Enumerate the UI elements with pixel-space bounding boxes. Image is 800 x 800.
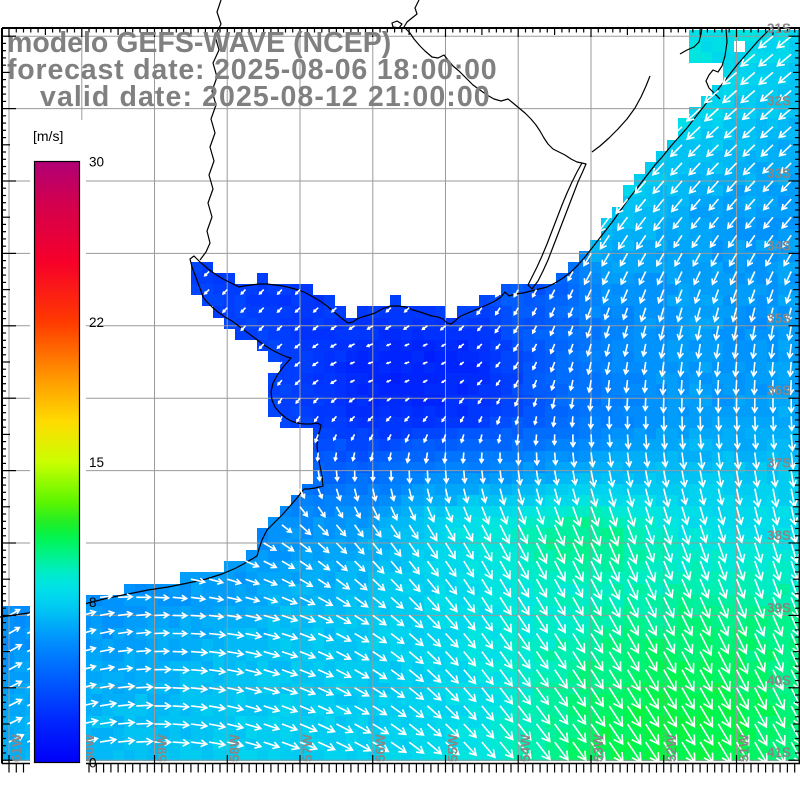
svg-text:35S: 35S <box>767 311 791 326</box>
svg-text:59W: 59W <box>155 734 170 762</box>
svg-text:52W: 52W <box>664 734 679 762</box>
svg-text:8: 8 <box>89 595 97 610</box>
svg-text:40S: 40S <box>767 673 791 688</box>
svg-text:53W: 53W <box>591 734 606 762</box>
svg-text:valid date: 2025-08-12 21:00:0: valid date: 2025-08-12 21:00:00 <box>40 81 491 113</box>
svg-text:modelo GEFS-WAVE (NCEP): modelo GEFS-WAVE (NCEP) <box>7 27 391 59</box>
svg-text:57W: 57W <box>300 734 315 762</box>
svg-text:0: 0 <box>89 756 97 771</box>
svg-text:forecast date: 2025-08-06 18:0: forecast date: 2025-08-06 18:00:00 <box>7 54 497 86</box>
svg-text:55W: 55W <box>446 734 461 762</box>
svg-text:39S: 39S <box>767 600 791 615</box>
svg-text:56W: 56W <box>373 734 388 762</box>
svg-text:38S: 38S <box>767 528 791 543</box>
svg-text:36S: 36S <box>767 383 791 398</box>
svg-text:61W: 61W <box>9 734 24 762</box>
svg-text:58W: 58W <box>227 734 242 762</box>
svg-text:51W: 51W <box>737 734 752 762</box>
svg-text:54W: 54W <box>518 734 533 762</box>
svg-text:[m/s]: [m/s] <box>33 128 63 144</box>
svg-text:33S: 33S <box>767 166 791 181</box>
svg-text:34S: 34S <box>767 238 791 253</box>
svg-text:41S: 41S <box>767 745 791 760</box>
svg-text:22: 22 <box>89 315 104 330</box>
svg-text:31S: 31S <box>767 21 791 36</box>
svg-text:30: 30 <box>89 155 104 170</box>
svg-text:32S: 32S <box>767 94 791 109</box>
svg-text:15: 15 <box>89 455 104 470</box>
svg-text:37S: 37S <box>767 456 791 471</box>
